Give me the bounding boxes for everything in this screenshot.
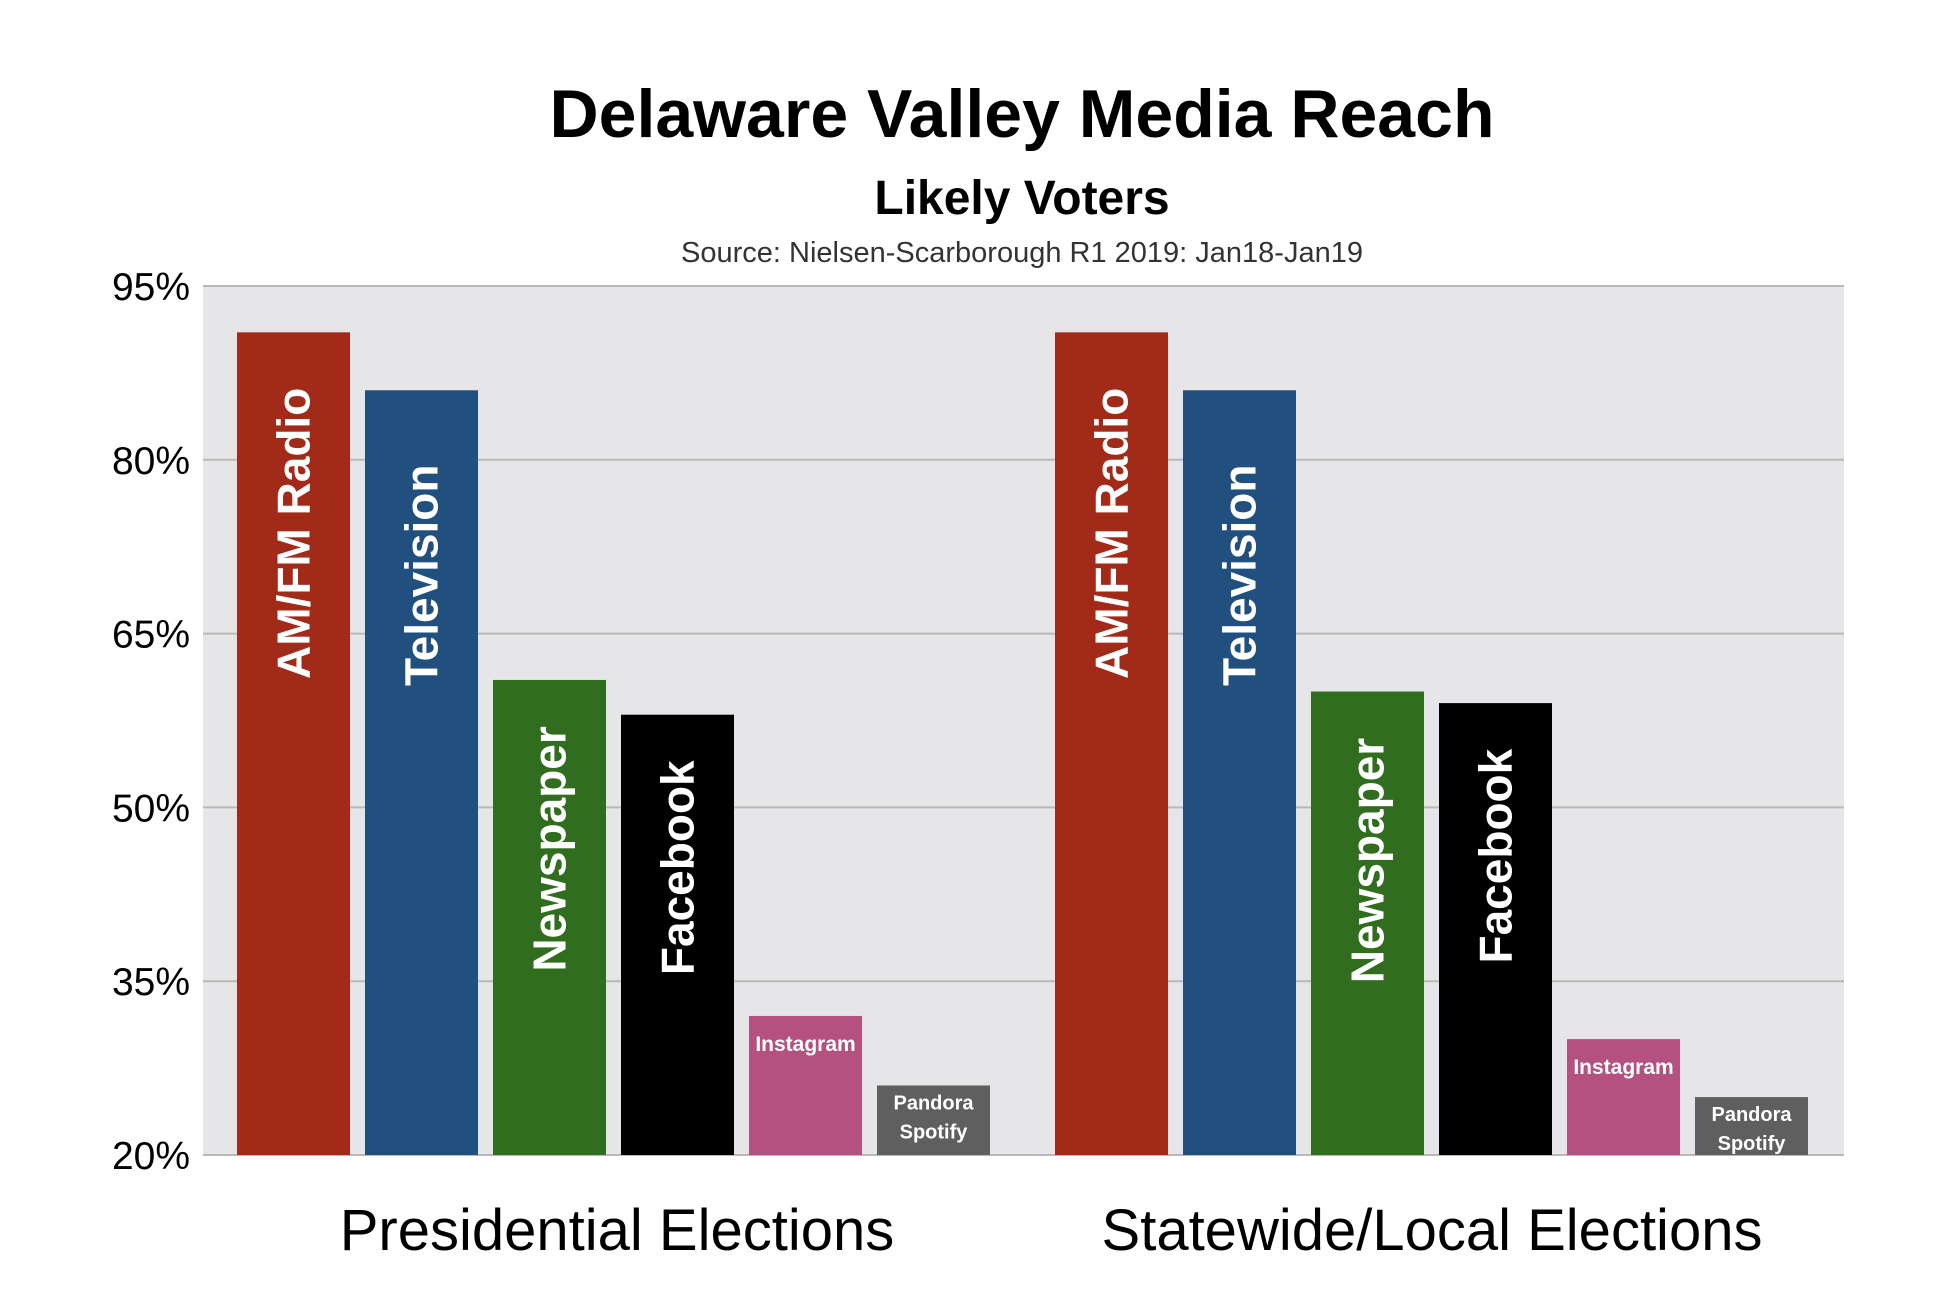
- bar-label: Pandora: [1711, 1104, 1792, 1126]
- bar: [1055, 332, 1168, 1155]
- bar-label: Newspaper: [1342, 738, 1394, 984]
- x-category-label: Statewide/Local Elections: [1102, 1198, 1763, 1263]
- y-tick-label: 95%: [112, 266, 190, 309]
- bar-label: Television: [396, 464, 448, 686]
- bar-label: Facebook: [652, 760, 704, 975]
- bar: [1695, 1097, 1808, 1155]
- bar-label: Newspaper: [524, 726, 576, 972]
- y-tick-label: 50%: [112, 787, 190, 830]
- x-category-label: Presidential Elections: [340, 1198, 895, 1263]
- bar: [1567, 1039, 1680, 1155]
- bar-label: Spotify: [900, 1121, 969, 1143]
- bar-label: AM/FM Radio: [268, 388, 320, 679]
- bar-label: Pandora: [893, 1092, 974, 1114]
- bar: [621, 714, 734, 1155]
- bar-label: Instagram: [755, 1033, 855, 1056]
- bar: [749, 1015, 862, 1155]
- bar-label: Instagram: [1573, 1056, 1673, 1079]
- chart-source: Source: Nielsen-Scarborough R1 2019: Jan…: [681, 237, 1363, 269]
- bar-label: Facebook: [1470, 748, 1522, 963]
- bars: AM/FM Radio Television Newspaper Facebook In…: [237, 332, 1808, 1155]
- y-tick-label: 65%: [112, 614, 190, 657]
- x-axis: Presidential Elections Statewide/Local El…: [340, 1198, 1763, 1263]
- bar: [1183, 390, 1296, 1155]
- bar: [237, 332, 350, 1155]
- chart-subtitle: Likely Voters: [874, 172, 1169, 225]
- bar: [1439, 703, 1552, 1155]
- bar-label: Television: [1214, 464, 1266, 686]
- bar-label: Spotify: [1718, 1133, 1787, 1155]
- bar-label: AM/FM Radio: [1086, 388, 1138, 679]
- y-tick-label: 80%: [112, 440, 190, 483]
- y-tick-label: 35%: [112, 961, 190, 1004]
- bar: [365, 390, 478, 1155]
- bar: [1311, 691, 1424, 1155]
- chart-title: Delaware Valley Media Reach: [550, 76, 1495, 152]
- y-axis: 95% 80% 65% 50% 35% 20%: [112, 266, 190, 1178]
- bar: [877, 1085, 990, 1155]
- bar: [493, 679, 606, 1155]
- y-tick-label: 20%: [112, 1135, 190, 1178]
